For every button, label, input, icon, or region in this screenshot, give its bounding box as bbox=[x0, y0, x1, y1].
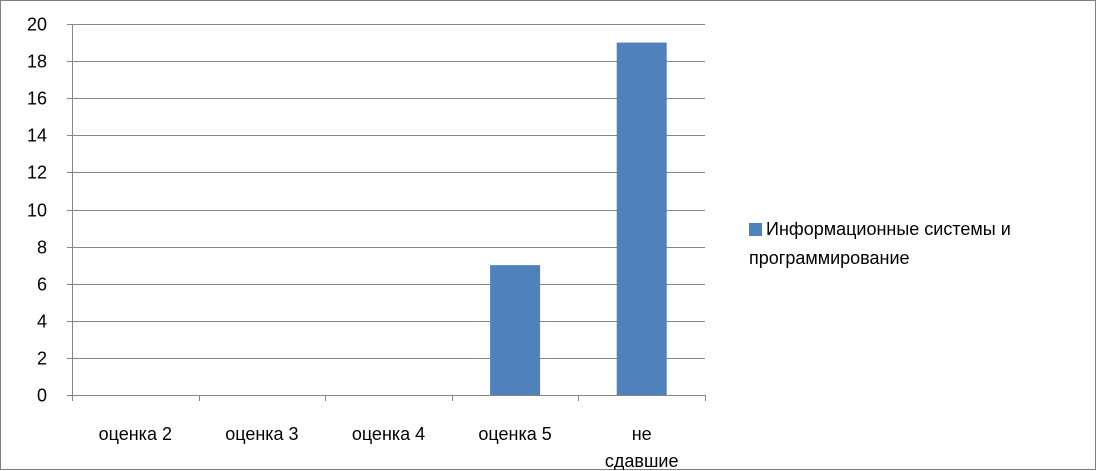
y-tick-label: 12 bbox=[27, 163, 47, 183]
x-tick-label: не сдавшие bbox=[605, 424, 679, 470]
y-tick-label: 8 bbox=[37, 238, 47, 258]
gridlines bbox=[72, 24, 705, 359]
y-tick-label: 14 bbox=[27, 126, 47, 146]
y-tick-label: 10 bbox=[27, 201, 47, 221]
y-tick-label: 4 bbox=[37, 312, 47, 332]
x-tick-label: оценка 4 bbox=[352, 424, 425, 444]
y-tick-label: 20 bbox=[27, 15, 47, 35]
x-tick-label: оценка 5 bbox=[478, 424, 551, 444]
legend-label: Информационные системы и программировани… bbox=[749, 219, 1011, 268]
y-tick-label: 0 bbox=[37, 386, 47, 406]
legend: Информационные системы и программировани… bbox=[749, 215, 1094, 273]
bar bbox=[490, 265, 541, 395]
y-tick-label: 18 bbox=[27, 52, 47, 72]
x-tick-labels: оценка 2 оценка 3 оценка 4 оценка 5 не сдавши… bbox=[99, 424, 679, 470]
legend-swatch bbox=[749, 223, 762, 236]
bars bbox=[490, 42, 667, 396]
y-tick-label: 2 bbox=[37, 349, 47, 369]
x-tick-label: оценка 2 bbox=[99, 424, 172, 444]
x-tick-label: оценка 3 bbox=[225, 424, 298, 444]
bar bbox=[616, 42, 667, 396]
axes bbox=[67, 24, 706, 401]
y-tick-labels: 0 2 4 6 8 10 12 14 16 18 20 bbox=[27, 15, 47, 406]
y-tick-label: 16 bbox=[27, 89, 47, 109]
y-tick-label: 6 bbox=[37, 275, 47, 295]
